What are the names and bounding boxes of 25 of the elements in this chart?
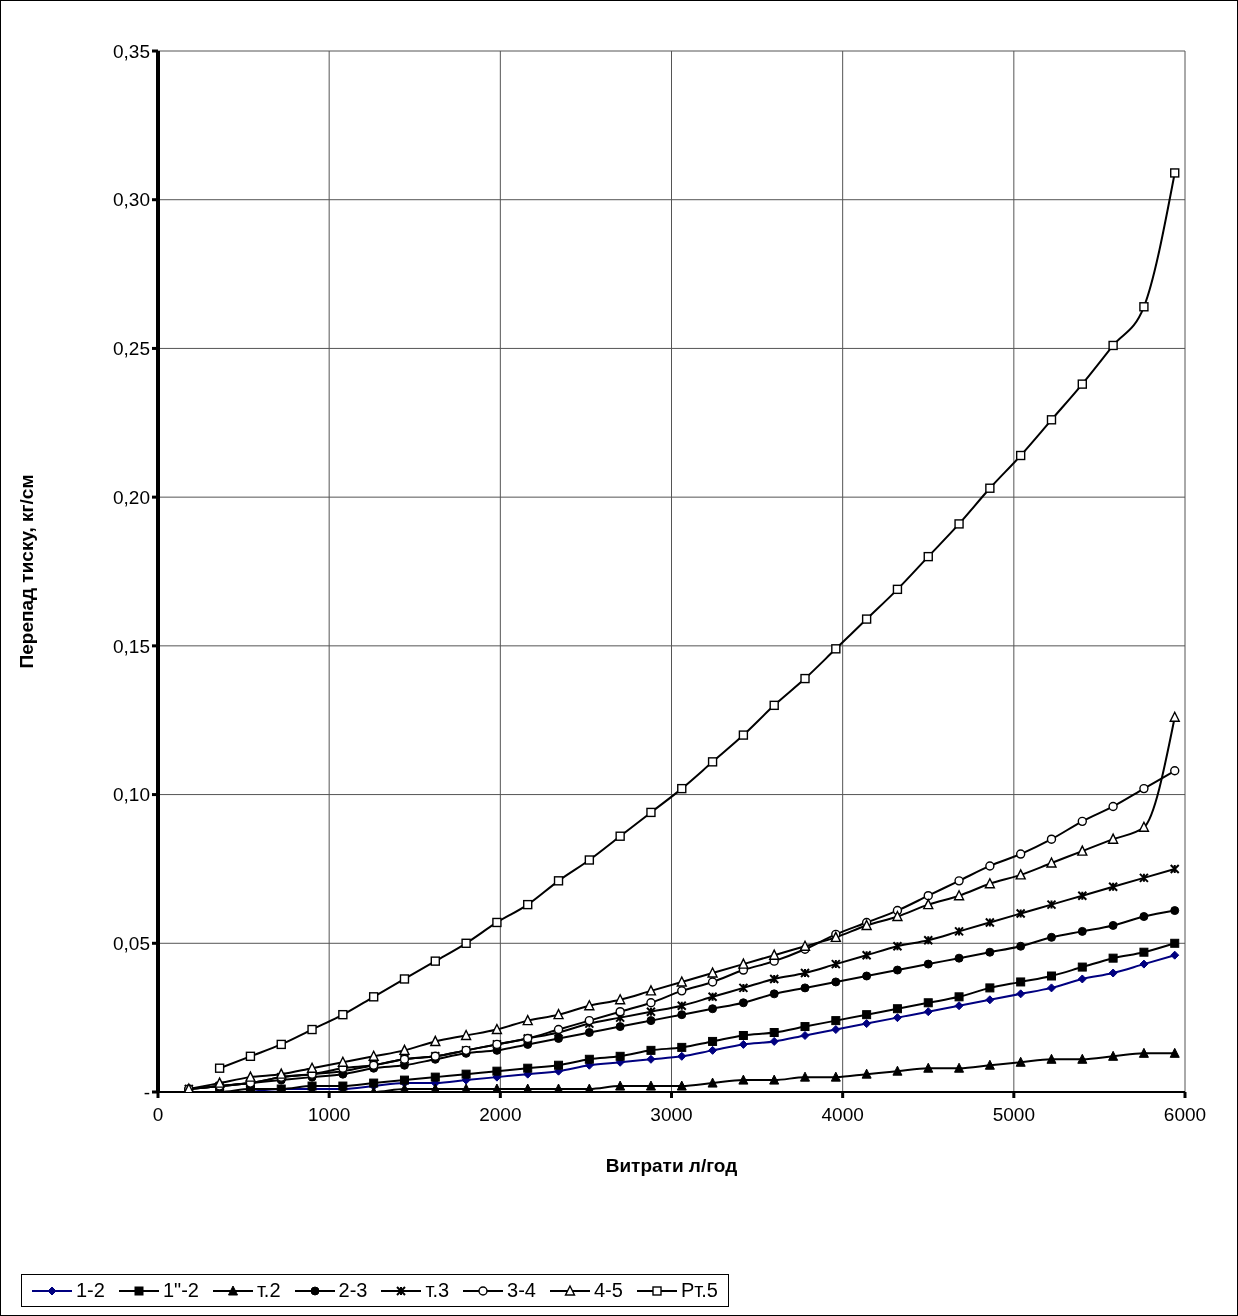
legend-label: 1"-2 [162,1279,199,1302]
x-axis-title: Витрати л/год [605,1155,738,1176]
legend-label: 3-4 [507,1279,536,1302]
x-tick-label: 5000 [992,1104,1035,1126]
legend-label: т.2 [256,1279,281,1302]
x-tick-label: 1000 [308,1104,351,1126]
y-axis-title: Перепад тиску, кг/см [15,474,37,669]
legend-label: 1-2 [76,1279,105,1302]
x-tick-label: 0 [152,1104,164,1126]
y-tick-label: 0,10 [113,784,150,806]
legend-label: 2-3 [338,1279,368,1302]
legend-label: 4-5 [593,1279,623,1302]
y-tick-label: 0,35 [113,40,150,62]
x-tick-label: 2000 [479,1104,522,1126]
x-tick-label: 3000 [650,1104,693,1126]
y-tick-label: 0,20 [113,486,150,508]
y-tick-label: - [143,1081,150,1103]
legend-label: т.3 [425,1279,450,1302]
y-tick-label: 0,05 [113,933,150,955]
y-tick-label: 0,30 [113,189,150,211]
x-tick-label: 4000 [821,1104,864,1126]
x-tick-label: 6000 [1163,1104,1207,1126]
y-tick-label: 0,15 [113,635,150,657]
y-tick-label: 0,25 [113,338,150,360]
legend-label: Рт.5 [680,1279,718,1302]
